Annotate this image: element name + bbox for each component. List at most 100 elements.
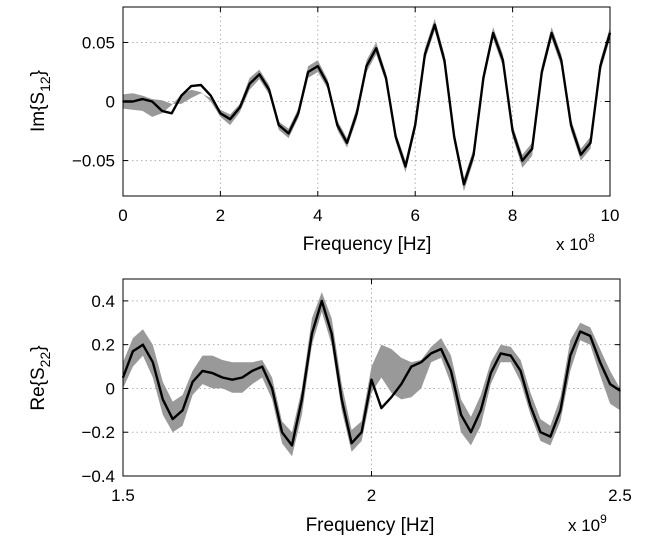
bot-data-point	[271, 387, 273, 390]
top-y-label-tail: }	[28, 70, 49, 76]
top-data-point	[239, 106, 241, 109]
bot-data-point	[171, 418, 174, 420]
top-y-label-sub: 12	[37, 76, 53, 92]
top-data-point	[404, 165, 407, 168]
top-data-point	[385, 77, 387, 79]
top-gridlines	[123, 7, 610, 196]
bot-data-point	[579, 330, 581, 333]
top-data-point	[580, 153, 582, 156]
bot-data-point	[241, 376, 244, 379]
bottom-y-label-tail: }	[28, 345, 49, 351]
top-x-tick-label: 8	[508, 206, 517, 225]
bot-data-point	[569, 354, 572, 357]
top-data-point	[502, 59, 504, 61]
top-data-point	[453, 136, 456, 138]
bot-data-point	[350, 442, 353, 445]
top-data-point	[560, 59, 563, 61]
bot-data-point	[152, 361, 154, 364]
top-x-tick-label: 6	[410, 206, 419, 225]
top-data-point	[229, 118, 231, 120]
bot-data-point	[221, 376, 224, 379]
top-data-point	[550, 32, 553, 34]
bot-data-point	[400, 383, 403, 385]
top-data-point	[297, 112, 300, 115]
bot-data-point	[480, 409, 482, 412]
top-data-point	[141, 98, 144, 100]
top-data-point	[219, 112, 222, 115]
bot-data-point	[281, 431, 283, 434]
top-data-point	[170, 112, 173, 115]
bottom-x-exponent: x 109	[568, 512, 607, 535]
bot-data-point	[321, 300, 323, 302]
top-panel: 0 2 4 6 8 100.050−0.05 Frequency [Hz] x 108 I…	[28, 6, 619, 255]
bot-data-point	[261, 365, 264, 368]
top-data-point	[511, 130, 514, 132]
bot-data-point	[450, 370, 452, 372]
bot-data-point	[301, 398, 303, 401]
top-data-point	[589, 142, 592, 144]
bot-data-point	[311, 332, 313, 335]
top-data-point	[365, 65, 368, 67]
top-data-point	[414, 124, 417, 126]
bottom-x-exponent-power: 9	[600, 512, 607, 526]
top-data-point	[200, 84, 202, 86]
top-data-point	[599, 65, 602, 67]
bot-data-point	[519, 370, 522, 372]
bottom-x-axis-label: Frequency [Hz]	[306, 515, 435, 536]
top-data-point	[258, 73, 261, 76]
bot-x-tick-label: 1.5	[111, 486, 135, 505]
bottom-y-label-main: Re{S	[28, 367, 49, 410]
top-data-point	[531, 148, 533, 150]
bot-y-tick-label: −0.2	[81, 423, 115, 442]
top-data-point	[375, 47, 378, 50]
top-data-point	[482, 77, 485, 79]
top-y-tick-label: −0.05	[72, 152, 115, 171]
bot-data-point	[251, 370, 253, 372]
top-data-point	[268, 88, 270, 91]
bot-data-point	[162, 398, 164, 401]
top-x-axis-label: Frequency [Hz]	[303, 234, 432, 255]
bot-data-point	[390, 396, 393, 399]
bot-y-tick-label: 0	[106, 379, 115, 398]
top-x-tick-label: 2	[216, 206, 225, 225]
bot-data-point	[460, 413, 462, 416]
bot-data-point	[211, 372, 214, 374]
top-data-point	[492, 32, 494, 34]
top-x-tick-label: 4	[313, 206, 322, 225]
top-y-axis-label: Im{S12}	[28, 70, 53, 132]
bot-data-point	[291, 444, 293, 447]
top-data-point	[521, 159, 524, 162]
bottom-mean-line	[121, 299, 621, 447]
bot-x-tick-label: 2.5	[608, 486, 632, 505]
bot-data-point	[490, 372, 492, 374]
top-data-point	[424, 53, 426, 56]
top-data-point	[394, 136, 397, 138]
top-data-point	[209, 94, 212, 97]
bot-y-tick-label: 0.2	[91, 336, 115, 355]
top-data-point	[151, 100, 153, 103]
bottom-uncertainty-band	[123, 292, 620, 457]
top-data-point	[180, 94, 183, 97]
bot-data-point	[499, 352, 502, 355]
top-y-label-main: Im{S	[28, 92, 49, 132]
top-axis-ticks: 0 2 4 6 8 10 0.05 0 −0.05	[72, 7, 619, 225]
top-y-tick-label: 0.05	[82, 33, 115, 52]
bot-data-point	[191, 381, 194, 383]
top-data-point	[190, 85, 192, 87]
bottom-y-axis-label: Re{S22}	[28, 345, 53, 410]
top-data-point	[443, 59, 446, 61]
bot-data-point	[181, 409, 184, 412]
bot-data-point	[330, 332, 333, 335]
bot-data-point	[529, 405, 532, 407]
bot-data-point	[370, 378, 373, 381]
top-data-point	[570, 124, 572, 126]
bot-data-point	[420, 361, 423, 364]
bot-data-point	[470, 431, 472, 434]
bot-data-point	[410, 365, 413, 368]
top-data-point	[336, 124, 339, 126]
bot-data-point	[549, 435, 552, 438]
bot-y-tick-label: −0.4	[81, 467, 115, 486]
top-x-tick-label: 0	[118, 206, 127, 225]
bot-x-tick-label: 2	[367, 486, 376, 505]
bot-data-point	[609, 383, 611, 385]
